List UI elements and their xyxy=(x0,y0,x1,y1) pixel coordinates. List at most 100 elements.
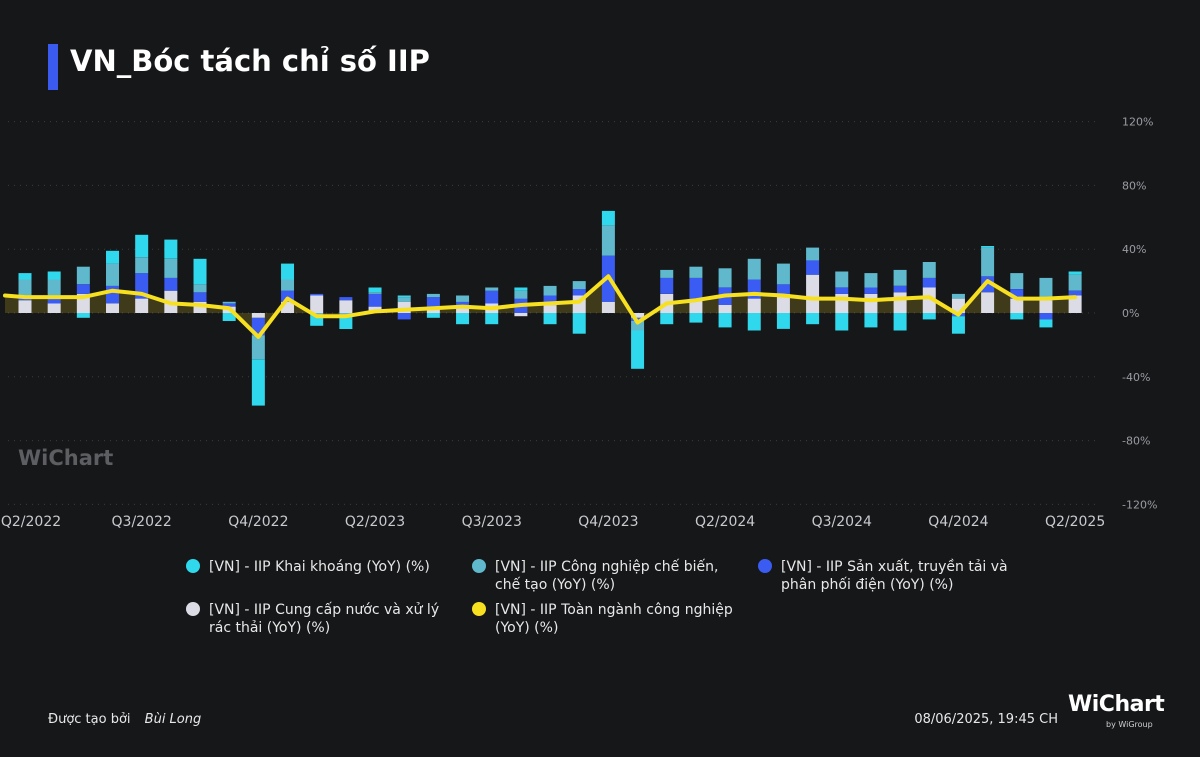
bar-khai_khoang xyxy=(485,313,499,325)
bar-khai_khoang xyxy=(397,295,411,298)
bar-che_bien xyxy=(1010,273,1024,289)
bar-nuoc xyxy=(135,298,149,313)
legend-dot-icon xyxy=(472,559,486,573)
bar-dien xyxy=(689,277,703,301)
bar-che_bien xyxy=(222,301,236,304)
legend-label: [VN] - IIP Toàn ngành công nghiệp (YoY) … xyxy=(495,602,733,636)
bar-dien xyxy=(1039,313,1053,320)
bar-nuoc xyxy=(806,274,820,313)
bar-khai_khoang xyxy=(368,287,382,293)
bar-khai_khoang xyxy=(47,271,61,280)
bar-khai_khoang xyxy=(1068,271,1082,275)
y-tick-label: 120% xyxy=(1122,116,1153,129)
bar-dien xyxy=(776,284,790,294)
bar-nuoc xyxy=(397,301,411,313)
bar-khai_khoang xyxy=(893,313,907,331)
bar-dien xyxy=(543,295,557,306)
bar-nuoc xyxy=(47,303,61,313)
y-tick-label: 80% xyxy=(1122,179,1146,192)
bar-nuoc xyxy=(1010,298,1024,313)
bar-dien xyxy=(835,287,849,294)
bar-dien xyxy=(485,290,499,304)
bar-nuoc xyxy=(981,292,995,313)
x-tick-label: Q2/2025 xyxy=(1045,514,1105,530)
bar-nuoc xyxy=(1039,300,1053,313)
bar-nuoc xyxy=(893,292,907,313)
legend-label: [VN] - IIP Khai khoáng (YoY) (%) xyxy=(209,559,430,575)
bar-che_bien xyxy=(922,262,936,278)
bar-che_bien xyxy=(835,271,849,288)
legend-item-toan-nganh[interactable]: [VN] - IIP Toàn ngành công nghiệp (YoY) … xyxy=(472,601,740,637)
y-tick-label: 0% xyxy=(1122,307,1139,320)
bar-nuoc xyxy=(864,293,878,313)
bar-dien xyxy=(864,287,878,294)
legend-item-che-bien[interactable]: [VN] - IIP Công nghiệp chế biến, chế tạo… xyxy=(472,558,740,594)
bar-dien xyxy=(106,285,120,304)
brand-logo[interactable]: WiChart by WiGroup xyxy=(1068,692,1165,732)
bar-khai_khoang xyxy=(164,239,178,259)
brand-logo-text: WiChart xyxy=(1068,692,1165,717)
x-tick-label: Q3/2023 xyxy=(462,514,522,530)
bar-khai_khoang xyxy=(601,210,615,226)
y-tick-label: 40% xyxy=(1122,243,1146,256)
legend-item-khai-khoang[interactable]: [VN] - IIP Khai khoáng (YoY) (%) xyxy=(186,558,454,576)
bar-che_bien xyxy=(397,297,411,302)
bar-che_bien xyxy=(806,247,820,261)
bar-khai_khoang xyxy=(806,313,820,325)
bar-che_bien xyxy=(1039,277,1053,301)
bar-khai_khoang xyxy=(835,313,849,331)
bar-dien xyxy=(397,313,411,320)
bar-nuoc xyxy=(514,313,528,317)
bar-che_bien xyxy=(660,269,674,278)
bar-dien xyxy=(660,277,674,294)
bar-khai_khoang xyxy=(747,313,761,331)
bar-dien xyxy=(893,285,907,293)
y-tick-label: -120% xyxy=(1122,498,1157,511)
bar-che_bien xyxy=(76,266,90,285)
bar-che_bien xyxy=(1068,274,1082,291)
bar-dien xyxy=(310,293,324,296)
legend-item-dien[interactable]: [VN] - IIP Sản xuất, truyền tải và phân … xyxy=(758,558,1026,594)
bar-dien xyxy=(47,295,61,304)
legend-item-nuoc[interactable]: [VN] - IIP Cung cấp nước và xử lý rác th… xyxy=(186,601,454,637)
bar-khai_khoang xyxy=(514,287,528,291)
bar-khai_khoang xyxy=(251,359,265,406)
bar-khai_khoang xyxy=(310,314,324,326)
footer-credit: Được tạo bởi Bùi Long xyxy=(48,712,201,727)
bar-che_bien xyxy=(543,285,557,296)
bar-che_bien xyxy=(631,321,645,331)
bar-che_bien xyxy=(456,295,470,302)
bar-khai_khoang xyxy=(864,313,878,328)
x-tick-label: Q2/2024 xyxy=(695,514,755,530)
bar-nuoc xyxy=(689,300,703,313)
bar-khai_khoang xyxy=(660,313,674,325)
bar-khai_khoang xyxy=(222,313,236,321)
bar-dien xyxy=(922,277,936,288)
bar-nuoc xyxy=(310,295,324,313)
chart-area: 120% 80% 40% 0% -40% -80% -120% Q2/2022 Q3/2022 Q… xyxy=(1,116,1158,530)
bar-dien xyxy=(339,297,353,301)
bar-che_bien xyxy=(281,279,295,291)
bar-khai_khoang xyxy=(718,313,732,328)
bar-nuoc xyxy=(251,313,265,318)
bar-nuoc xyxy=(106,303,120,313)
legend-label: [VN] - IIP Cung cấp nước và xử lý rác th… xyxy=(209,602,440,636)
bar-dien xyxy=(426,297,440,307)
bar-khai_khoang xyxy=(543,313,557,325)
bar-nuoc xyxy=(1068,295,1082,313)
bar-che_bien xyxy=(514,290,528,299)
bar-che_bien xyxy=(135,257,149,274)
x-tick-label: Q2/2022 xyxy=(1,514,61,530)
bar-dien xyxy=(806,260,820,275)
legend-dot-icon xyxy=(758,559,772,573)
bar-che_bien xyxy=(864,273,878,288)
bar-che_bien xyxy=(18,279,32,296)
legend-label: [VN] - IIP Sản xuất, truyền tải và phân … xyxy=(781,559,1008,593)
bar-che_bien xyxy=(106,263,120,286)
bar-nuoc xyxy=(281,301,295,313)
bar-khai_khoang xyxy=(18,273,32,280)
bar-nuoc xyxy=(776,293,790,313)
bar-khai_khoang xyxy=(1039,319,1053,328)
bar-dien xyxy=(76,284,90,294)
total-area xyxy=(5,276,1076,337)
